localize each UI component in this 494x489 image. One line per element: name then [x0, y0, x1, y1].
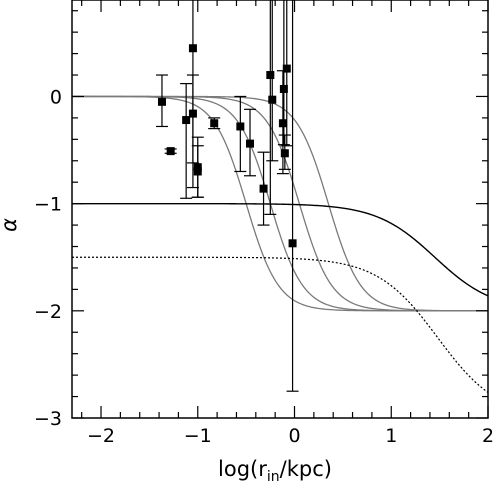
x-tick-labels: −2 −1 0 1 2: [87, 425, 494, 447]
model-curve-solid: [72, 202, 489, 297]
x-tick-label: 1: [385, 425, 397, 447]
data-point: [210, 119, 219, 128]
data-point: [182, 116, 191, 125]
x-axis-label-subscript: in: [267, 469, 280, 485]
data-point: [157, 97, 166, 106]
data-point: [268, 95, 277, 104]
plot-frame: [71, 0, 489, 419]
data-point: [279, 84, 288, 93]
data-point: [280, 149, 289, 158]
x-tick-label: 0: [288, 425, 300, 447]
data-point: [236, 122, 245, 131]
axis-ticks: [72, 0, 489, 419]
x-tick-label: 2: [482, 425, 494, 447]
model-curve-dotted: [72, 256, 489, 393]
y-tick-label: 0: [50, 86, 62, 108]
data-point: [188, 109, 197, 118]
data-point: [278, 119, 287, 128]
data-point: [188, 44, 197, 53]
error-bars: [155, 0, 299, 392]
data-point: [266, 71, 275, 80]
model-curves: [72, 95, 489, 393]
data-points: [157, 44, 297, 248]
data-point: [166, 147, 175, 156]
x-axis-label: log(rin/kpc): [218, 457, 332, 485]
y-tick-label: −2: [34, 301, 62, 323]
data-point: [288, 239, 297, 248]
model-curve-gray: [72, 95, 488, 312]
x-axis-label-rest: /kpc): [280, 457, 332, 481]
x-tick-label: −2: [87, 425, 115, 447]
y-axis-label: α: [0, 218, 21, 232]
data-point: [282, 64, 291, 73]
data-point: [193, 163, 202, 172]
data-point: [259, 184, 268, 193]
data-point: [193, 167, 202, 176]
y-tick-label: −1: [34, 194, 62, 216]
x-axis-label-main: log(r: [218, 457, 267, 481]
y-tick-labels: 0 −1 −2 −3: [34, 86, 62, 430]
data-point: [246, 139, 255, 148]
x-tick-label: −1: [184, 425, 212, 447]
y-tick-label: −3: [34, 408, 62, 430]
